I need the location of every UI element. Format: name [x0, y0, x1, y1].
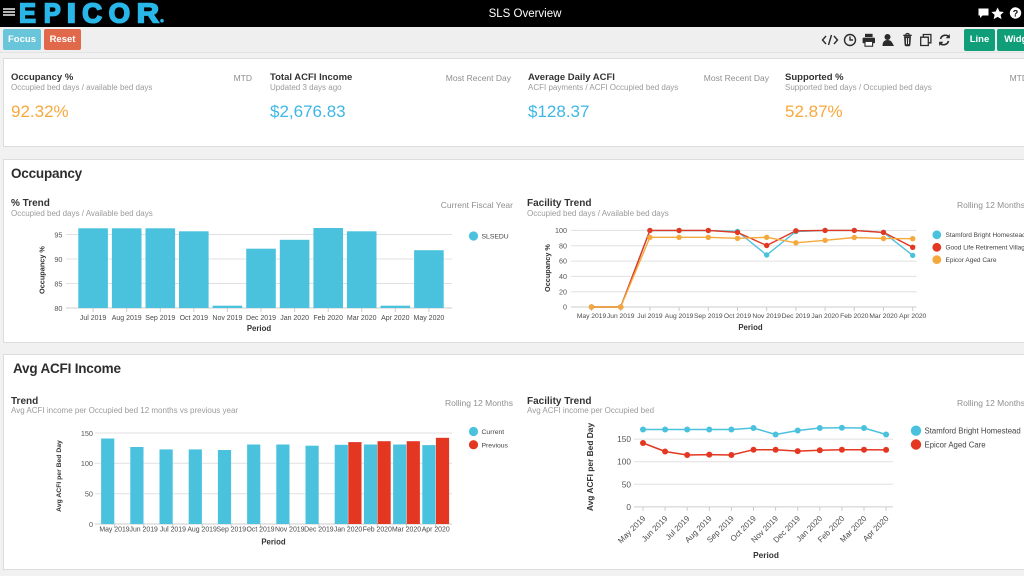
svg-text:0: 0 [89, 520, 93, 529]
svg-text:Feb 2020: Feb 2020 [313, 315, 343, 322]
svg-text:85: 85 [54, 279, 62, 288]
svg-text:Sep 2019: Sep 2019 [694, 313, 723, 320]
svg-text:95: 95 [54, 230, 62, 239]
svg-text:Nov 2019: Nov 2019 [752, 313, 781, 320]
svg-text:0: 0 [626, 502, 631, 512]
svg-text:80: 80 [559, 241, 567, 250]
svg-text:May 2020: May 2020 [414, 315, 445, 322]
svg-text:C: C [82, 0, 102, 27]
svg-text:Dec 2019: Dec 2019 [782, 313, 811, 320]
svg-text:80: 80 [54, 304, 62, 313]
svg-text:?: ? [1013, 8, 1019, 18]
svg-text:Feb 2020: Feb 2020 [363, 527, 392, 534]
svg-text:Stamford Bright Homestead: Stamford Bright Homestead [946, 232, 1024, 239]
svg-text:150: 150 [81, 429, 93, 438]
svg-text:Previous: Previous [482, 442, 509, 449]
svg-text:Stamford Bright Homestead: Stamford Bright Homestead [925, 427, 1021, 436]
svg-text:Period: Period [738, 323, 762, 332]
svg-text:Aug 2019: Aug 2019 [187, 527, 217, 534]
svg-text:Jul 2019: Jul 2019 [80, 315, 107, 322]
svg-text:100: 100 [81, 459, 93, 468]
svg-text:Jan 2020: Jan 2020 [334, 527, 363, 534]
svg-text:Avg ACFI per Bed Day: Avg ACFI per Bed Day [56, 440, 63, 512]
svg-text:Period: Period [247, 324, 271, 333]
svg-text:Good Life Retirement Village: Good Life Retirement Village [946, 245, 1024, 252]
svg-text:Occupancy %: Occupancy % [38, 246, 47, 294]
svg-text:20: 20 [559, 287, 567, 296]
svg-text:E: E [19, 0, 36, 27]
svg-text:Oct 2019: Oct 2019 [180, 315, 209, 322]
svg-text:Occupancy %: Occupancy % [543, 244, 552, 292]
svg-text:May 2019: May 2019 [577, 313, 607, 320]
svg-text:Sep 2019: Sep 2019 [145, 315, 175, 322]
svg-text:Aug 2019: Aug 2019 [112, 315, 142, 322]
svg-text:Jul 2019: Jul 2019 [160, 527, 186, 534]
svg-text:Apr 2020: Apr 2020 [899, 313, 926, 320]
svg-text:Sep 2019: Sep 2019 [217, 527, 247, 534]
svg-text:Feb 2020: Feb 2020 [840, 313, 869, 320]
svg-text:Epicor Aged Care: Epicor Aged Care [925, 440, 986, 449]
svg-text:100: 100 [617, 457, 631, 467]
svg-text:Current: Current [482, 429, 505, 436]
svg-text:Jul 2019: Jul 2019 [637, 313, 663, 320]
svg-text:Apr 2020: Apr 2020 [422, 527, 450, 534]
svg-text:I: I [67, 0, 77, 27]
svg-text:Period: Period [753, 550, 779, 560]
svg-text:Jan 2020: Jan 2020 [811, 313, 839, 320]
svg-text:Epicor Aged Care: Epicor Aged Care [946, 257, 997, 264]
svg-text:Nov 2019: Nov 2019 [275, 527, 305, 534]
svg-text:40: 40 [559, 272, 567, 281]
svg-text:0: 0 [563, 303, 567, 312]
svg-text:60: 60 [559, 257, 567, 266]
svg-text:Mar 2020: Mar 2020 [392, 527, 421, 534]
svg-text:May 2019: May 2019 [99, 527, 129, 534]
svg-text:Dec 2019: Dec 2019 [304, 527, 334, 534]
svg-text:Oct 2019: Oct 2019 [724, 313, 751, 320]
svg-text:100: 100 [555, 226, 567, 235]
svg-text:50: 50 [85, 490, 93, 499]
svg-text:90: 90 [54, 255, 62, 264]
svg-text:Mar 2020: Mar 2020 [869, 313, 898, 320]
svg-text:Jan 2020: Jan 2020 [280, 315, 309, 322]
svg-text:SLSEDU: SLSEDU [482, 234, 509, 241]
svg-text:Jun 2019: Jun 2019 [607, 313, 635, 320]
svg-text:Apr 2020: Apr 2020 [381, 315, 410, 322]
svg-text:Period: Period [261, 538, 285, 547]
svg-text:Aug 2019: Aug 2019 [665, 313, 694, 320]
svg-text:R: R [137, 0, 160, 27]
svg-text:P: P [44, 0, 61, 27]
svg-text:Nov 2019: Nov 2019 [212, 315, 242, 322]
svg-text:150: 150 [617, 434, 631, 444]
svg-text:Dec 2019: Dec 2019 [246, 315, 276, 322]
svg-text:Oct 2019: Oct 2019 [247, 527, 275, 534]
svg-text:50: 50 [622, 479, 632, 489]
svg-text:Mar 2020: Mar 2020 [347, 315, 377, 322]
svg-text:O: O [109, 0, 131, 27]
svg-text:Avg ACFI per Bed Day: Avg ACFI per Bed Day [585, 423, 595, 512]
svg-text:Jun 2019: Jun 2019 [130, 527, 159, 534]
